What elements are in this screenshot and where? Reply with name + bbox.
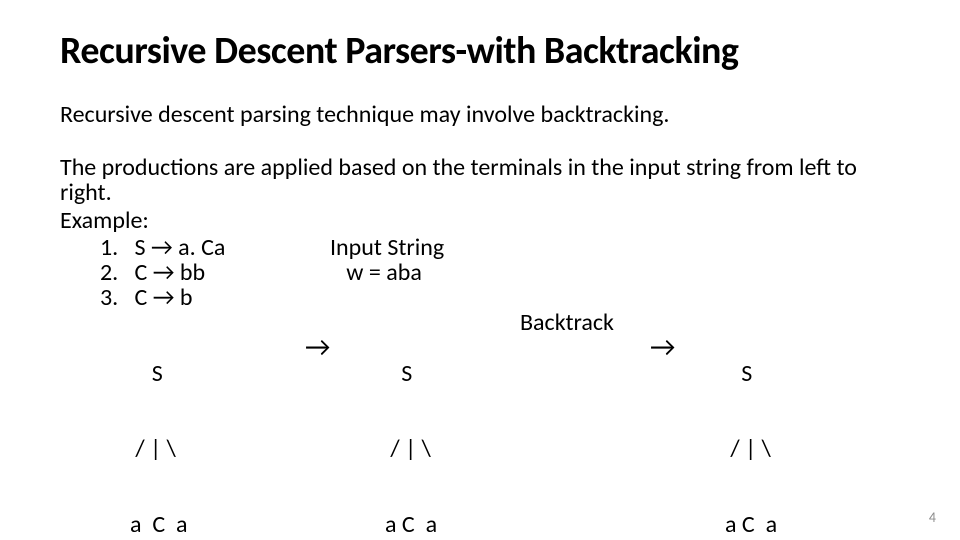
productions-column: 1. S → a. Ca 2. C → bb 3. C → b [60, 235, 330, 311]
input-string-value: w = aba [330, 260, 600, 285]
arrow-1: → [305, 310, 385, 361]
example-label: Example: [60, 208, 900, 233]
tree3-line: / | \ [725, 436, 777, 461]
tree1-line: S [130, 361, 305, 386]
parse-tree-2: S / | \ a C a / \ b b [385, 310, 520, 540]
input-string-label: Input String [330, 235, 600, 260]
page-number: 4 [929, 509, 936, 526]
description-paragraph: The productions are applied based on the… [60, 155, 900, 205]
tree1-line: a C a [130, 512, 305, 537]
parse-tree-1: S / | \ a C a [60, 310, 305, 540]
parse-tree-3: S / | \ a C a | b [725, 310, 777, 540]
tree3-line: a C a [725, 512, 777, 537]
slide: Recursive Descent Parsers-with Backtrack… [0, 0, 960, 540]
tree3-line: S [725, 361, 777, 386]
input-string-column: Input String w = aba [330, 235, 600, 285]
tree2-line: / | \ [385, 436, 520, 461]
backtrack-label: Backtrack [520, 310, 650, 335]
slide-body: Recursive descent parsing technique may … [60, 102, 900, 540]
tree1-line: / | \ [130, 436, 305, 461]
productions-and-input-row: 1. S → a. Ca 2. C → bb 3. C → b Input St… [60, 235, 900, 311]
production-1: 1. S → a. Ca [100, 235, 330, 260]
parse-trees-row: S / | \ a C a → S / | \ a C a / \ b b Ba… [60, 310, 900, 540]
slide-title: Recursive Descent Parsers-with Backtrack… [60, 28, 900, 74]
intro-paragraph: Recursive descent parsing technique may … [60, 102, 900, 127]
production-3: 3. C → b [100, 285, 330, 310]
tree2-line: a C a [385, 512, 520, 537]
tree2-line: S [385, 361, 520, 386]
arrow-2: → [650, 310, 725, 361]
production-2: 2. C → bb [100, 260, 330, 285]
